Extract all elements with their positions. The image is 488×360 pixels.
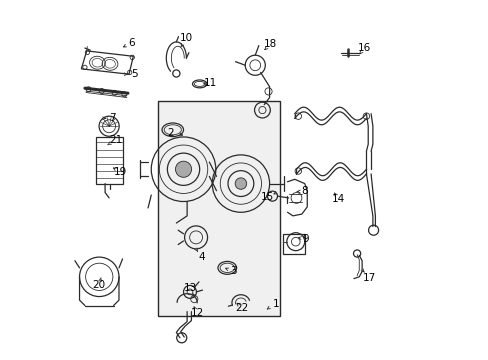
Text: 14: 14: [331, 194, 345, 204]
Text: 16: 16: [357, 43, 370, 53]
Bar: [283, 234, 304, 253]
Text: 18: 18: [263, 40, 276, 49]
Text: 19: 19: [114, 167, 127, 177]
Text: 15: 15: [261, 192, 274, 202]
Text: 12: 12: [191, 309, 204, 318]
Text: 6: 6: [128, 38, 135, 48]
Text: 22: 22: [235, 303, 248, 314]
Bar: [158, 101, 280, 316]
Text: 11: 11: [203, 78, 217, 88]
Circle shape: [235, 178, 246, 189]
Text: 17: 17: [362, 273, 375, 283]
Text: 21: 21: [109, 135, 122, 145]
Text: 5: 5: [130, 69, 137, 79]
Text: 3: 3: [229, 266, 236, 276]
Text: 9: 9: [302, 234, 309, 244]
Text: 1: 1: [272, 299, 279, 309]
Text: 20: 20: [93, 280, 105, 290]
Text: 4: 4: [198, 252, 204, 262]
Text: 13: 13: [183, 283, 196, 293]
Text: 7: 7: [109, 113, 116, 123]
Text: 10: 10: [180, 33, 193, 43]
Circle shape: [175, 161, 191, 177]
Bar: [96, 137, 122, 184]
Text: 2: 2: [167, 129, 174, 138]
Text: 8: 8: [301, 186, 307, 197]
